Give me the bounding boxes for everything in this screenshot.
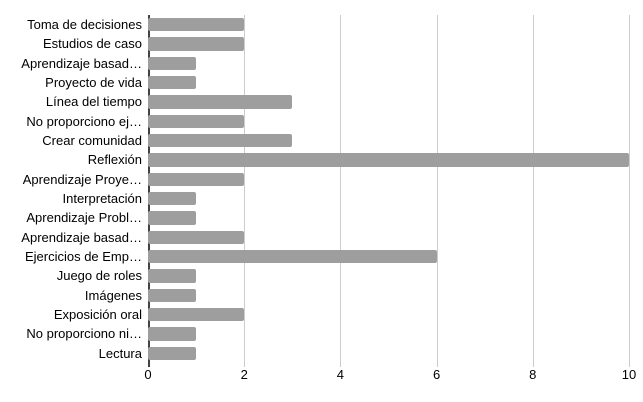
bar-row — [148, 266, 629, 285]
bar — [148, 211, 197, 225]
x-tick-label: 10 — [621, 367, 637, 382]
category-label: Aprendizaje basad… — [21, 55, 142, 71]
category-label: Proyecto de vida — [45, 75, 142, 91]
bar — [148, 249, 437, 264]
category-label: Exposición oral — [53, 307, 142, 323]
gridline — [532, 15, 534, 367]
category-label: Aprendizaje Probl… — [26, 210, 142, 226]
bar — [148, 37, 245, 51]
gridline — [244, 15, 246, 367]
x-axis-tick-labels: 0 2 4 6 8 10 — [0, 367, 643, 385]
category-label: No proporciono ni… — [26, 326, 142, 342]
gridline — [629, 15, 630, 367]
bar-row — [148, 228, 629, 247]
category-label: No proporciono ej… — [26, 113, 142, 129]
category-label: Imágenes — [84, 287, 142, 303]
bar — [148, 133, 293, 148]
bar-row — [148, 286, 629, 305]
category-label: Juego de roles — [56, 268, 142, 284]
bar — [148, 230, 245, 244]
bar — [148, 114, 245, 128]
bar-row — [148, 92, 629, 111]
category-label: Estudios de caso — [42, 36, 142, 52]
bar — [148, 307, 245, 322]
x-tick-label: 0 — [144, 367, 152, 382]
bar — [148, 172, 245, 186]
bar — [148, 327, 197, 341]
x-tick-label: 4 — [336, 367, 345, 382]
bar-row — [148, 15, 629, 34]
category-label: Aprendizaje Proye… — [22, 171, 142, 187]
bar-row — [148, 189, 629, 208]
bar — [148, 95, 293, 109]
bar-row — [148, 247, 629, 266]
category-label: Reflexión — [87, 152, 142, 168]
bar-row — [148, 305, 629, 324]
bar — [148, 191, 197, 206]
bar-row — [148, 150, 629, 169]
bar-rows — [148, 15, 629, 363]
category-label: Lectura — [98, 345, 142, 361]
bar-row — [148, 208, 629, 227]
bar-row — [148, 112, 629, 131]
category-label: Línea del tiempo — [45, 94, 142, 110]
x-tick-label: 6 — [432, 367, 441, 382]
category-label: Interpretación — [62, 191, 143, 207]
category-label: Crear comunidad — [42, 133, 142, 149]
bar — [148, 153, 629, 167]
bar-row — [148, 324, 629, 343]
bar-row — [148, 54, 629, 73]
bar — [148, 56, 197, 70]
bar — [148, 75, 197, 90]
gridline — [340, 15, 342, 367]
x-tick-label: 8 — [529, 367, 537, 382]
bar-row — [148, 73, 629, 92]
bar — [148, 288, 197, 302]
bar-row — [148, 344, 629, 363]
bar-row — [148, 131, 629, 150]
category-label: Toma de decisiones — [27, 17, 142, 33]
category-label: Aprendizaje basad… — [21, 229, 142, 245]
bar — [148, 18, 245, 32]
plot-area — [148, 15, 630, 367]
category-label: Ejercicios de Emp… — [24, 249, 142, 265]
bar — [148, 269, 197, 283]
bar — [148, 346, 197, 360]
x-tick-label: 2 — [240, 367, 248, 382]
bar-row — [148, 170, 629, 189]
category-labels: Toma de decisiones Estudios de caso Aprend… — [0, 15, 142, 363]
bar-row — [148, 34, 629, 53]
gridline — [436, 15, 438, 367]
y-axis-baseline — [148, 15, 150, 367]
